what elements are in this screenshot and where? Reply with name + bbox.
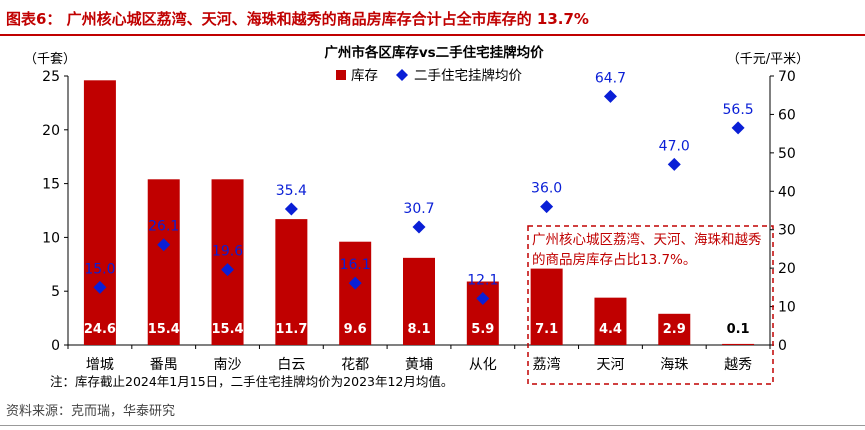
y-left-tick-label: 25 [42,69,60,85]
price-point [731,121,745,135]
y-right-tick-label: 30 [778,223,796,239]
core-districts-box [527,225,774,385]
chart-note: 注：库存截止2024年1月15日，二手住宅挂牌均价为2023年12月均值。 [50,374,453,389]
bar-value-label: 4.4 [599,322,622,337]
bar-value-label: 15.4 [148,322,180,337]
x-tick-label: 花都 [341,357,369,373]
bar-value-label: 2.9 [663,322,686,337]
y-left-tick-label: 20 [42,123,60,139]
bar-value-label: 5.9 [471,322,494,337]
x-tick-label: 黄埔 [405,356,433,373]
x-tick-label: 番禺 [150,357,178,373]
bar [211,179,244,345]
price-value-label: 19.6 [212,244,243,260]
bar-value-label: 24.6 [84,322,116,337]
legend-swatch-inventory [336,70,346,80]
x-tick-label: 荔湾 [533,356,561,373]
price-point [603,89,617,103]
y-right-tick-label: 20 [778,261,796,277]
y-right-tick-label: 40 [778,184,796,200]
price-value-label: 12.1 [467,273,498,289]
price-value-label: 30.7 [403,201,434,217]
callout-text: 广州核心城区荔湾、天河、海珠和越秀的商品房库存占比13.7%。 [532,232,762,268]
bar [403,257,435,345]
bar-value-label: 11.7 [275,322,307,337]
bar-value-label: 7.1 [535,322,558,337]
bar [594,297,627,345]
price-point [221,263,235,277]
chart-title: 广州市各区库存vs二手住宅挂牌均价 [324,44,544,61]
price-value-label: 35.4 [276,183,307,199]
y-right-unit: （千元/平米） [727,52,809,67]
y-left-tick-label: 0 [51,338,60,354]
price-value-label: 26.1 [148,219,179,235]
price-point [348,276,362,290]
price-value-label: 15.0 [84,261,115,277]
y-right-tick-label: 10 [778,300,796,316]
bar-value-label: 15.4 [212,322,244,337]
title-rule [0,34,865,36]
bar-value-label: 0.1 [727,322,750,337]
bar [722,343,755,345]
y-left-unit: （千套） [24,51,76,67]
x-tick-label: 白云 [277,357,305,373]
figure-title: 图表6： 广州核心城区荔湾、天河、海珠和越秀的商品房库存合计占全市库存的 13.… [6,10,589,28]
price-point [540,200,554,214]
x-tick-label: 从化 [469,357,497,373]
bar [147,179,180,345]
x-tick-label: 天河 [596,357,624,373]
bar [530,268,563,345]
y-left-tick-label: 15 [42,177,60,193]
bottom-rule [0,425,865,426]
price-value-label: 64.7 [595,70,626,86]
price-value-label: 16.1 [340,257,371,273]
x-tick-label: 越秀 [724,357,752,373]
x-tick-label: 南沙 [214,357,242,373]
bar-value-label: 9.6 [344,322,367,337]
price-point [667,157,681,171]
bar [658,313,691,345]
bar [83,80,116,345]
bar [339,241,372,345]
y-left-tick-label: 10 [42,230,60,246]
legend-label-price: 二手住宅挂牌均价 [414,67,522,84]
price-point [157,238,171,252]
price-point [93,280,107,294]
x-tick-label: 海珠 [660,357,688,373]
y-right-tick-label: 60 [778,107,796,123]
price-value-label: 36.0 [531,181,562,197]
y-right-tick-label: 70 [778,69,796,85]
bar-value-label: 8.1 [407,322,430,337]
x-tick-label: 增城 [86,357,114,373]
legend-swatch-price [396,69,408,81]
price-point [412,220,426,234]
price-point [284,202,298,216]
source-note: 资料来源：克而瑞，华泰研究 [6,404,176,419]
price-value-label: 47.0 [659,138,690,154]
bar [275,219,308,345]
legend-label-inventory: 库存 [351,68,378,84]
price-point [476,292,490,306]
y-right-tick-label: 50 [778,146,796,162]
y-left-tick-label: 5 [51,284,60,300]
y-right-tick-label: 0 [778,338,787,354]
price-value-label: 56.5 [723,102,754,118]
